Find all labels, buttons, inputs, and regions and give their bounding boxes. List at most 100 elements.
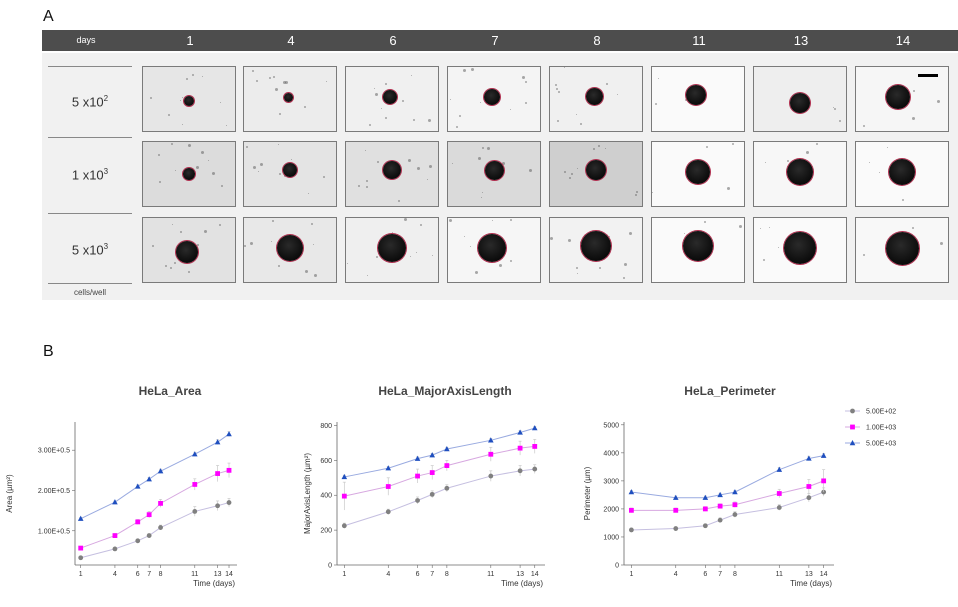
spheroid-image — [345, 141, 439, 207]
data-point — [192, 482, 198, 487]
series-line — [80, 502, 230, 559]
spheroid — [277, 235, 303, 261]
legend-label: 1.00E+03 — [866, 425, 896, 432]
cell-speck — [477, 248, 478, 249]
cell-speck — [482, 192, 483, 193]
data-point — [806, 484, 812, 489]
spheroid — [581, 231, 611, 261]
cell-speck — [580, 123, 582, 125]
cell-speck — [188, 144, 191, 147]
cell-speck — [569, 177, 571, 179]
cell-speck — [558, 91, 560, 93]
cell-speck — [765, 162, 766, 163]
cell-speck — [278, 265, 280, 267]
x-tick-label: 4 — [386, 571, 390, 578]
x-tick-label: 13 — [805, 571, 813, 578]
cell-speck — [392, 232, 393, 233]
cell-speck — [256, 80, 258, 82]
cell-speck — [475, 271, 478, 274]
cell-speck — [629, 232, 632, 235]
legend-marker — [850, 424, 855, 430]
data-point — [673, 526, 679, 531]
cell-speck — [869, 162, 870, 163]
data-point — [732, 502, 738, 508]
cell-speck — [879, 172, 880, 173]
data-point — [429, 470, 435, 475]
spheroid-image — [447, 217, 541, 283]
cell-speck — [863, 125, 865, 127]
cell-speck — [576, 114, 577, 115]
series-line — [631, 455, 824, 499]
cell-speck — [624, 263, 627, 266]
y-axis-label: MajorAxisLength (µm²) — [303, 453, 312, 534]
cell-speck — [404, 218, 407, 221]
cell-speck — [606, 83, 608, 85]
cell-speck — [416, 252, 417, 253]
x-tick-label: 7 — [430, 571, 434, 578]
cell-speck — [525, 81, 527, 83]
data-point — [732, 512, 738, 517]
spheroid-image — [447, 141, 541, 207]
spheroid — [183, 168, 195, 180]
row-label-500-cells: 5 x102 — [71, 94, 109, 110]
spheroid-image — [855, 141, 949, 207]
data-point — [135, 538, 141, 544]
cell-speck — [182, 97, 183, 98]
cell-speck — [577, 273, 578, 274]
x-axis-label: Time (days) — [501, 579, 543, 588]
y-tick-label: 5000 — [603, 422, 619, 429]
cell-speck — [568, 239, 571, 242]
data-point — [776, 505, 782, 510]
chart-title: HeLa_Area — [139, 384, 202, 398]
data-point — [444, 463, 450, 468]
legend-label: 5.00E+03 — [866, 441, 896, 448]
data-point — [444, 485, 450, 491]
data-point — [628, 507, 634, 513]
x-tick-label: 13 — [214, 571, 222, 578]
data-point — [717, 503, 723, 509]
cell-speck — [311, 223, 313, 225]
cell-speck — [258, 171, 259, 172]
data-point — [717, 517, 723, 523]
series-line — [80, 469, 230, 549]
cell-speck — [450, 99, 451, 100]
spheroid-image — [549, 141, 643, 207]
cell-speck — [887, 147, 888, 148]
data-point — [532, 444, 538, 449]
spheroid-image — [651, 66, 745, 132]
row-label-1000-cells: 1 x103 — [71, 167, 109, 183]
cell-speck — [272, 220, 274, 222]
x-tick-label: 14 — [531, 571, 539, 578]
cell-speck — [449, 219, 452, 222]
data-point — [134, 483, 141, 489]
cell-speck — [787, 160, 789, 162]
spheroid — [886, 85, 910, 109]
cell-speck — [174, 262, 176, 264]
spheroid-image — [142, 141, 236, 207]
cell-speck — [487, 147, 490, 150]
cell-speck — [564, 67, 565, 68]
y-tick-label: 600 — [320, 458, 332, 465]
data-point — [385, 509, 391, 515]
cell-speck — [197, 244, 199, 246]
spheroid-image — [753, 217, 847, 283]
cell-speck — [278, 144, 279, 145]
cell-speck — [912, 117, 915, 120]
spheroid-image — [243, 217, 337, 283]
cell-speck — [636, 191, 638, 193]
spheroid — [787, 159, 813, 185]
cell-speck — [593, 148, 595, 150]
x-tick-label: 6 — [703, 571, 707, 578]
cell-speck — [576, 267, 578, 269]
x-tick-label: 1 — [79, 571, 83, 578]
cell-speck — [150, 97, 152, 99]
cell-speck — [816, 143, 818, 145]
cell-speck — [557, 120, 559, 122]
cell-speck — [314, 274, 317, 277]
data-point — [517, 468, 523, 474]
cell-speck — [159, 181, 161, 183]
cell-speck — [244, 245, 246, 247]
cell-speck — [165, 265, 167, 267]
spheroid-image — [549, 217, 643, 283]
